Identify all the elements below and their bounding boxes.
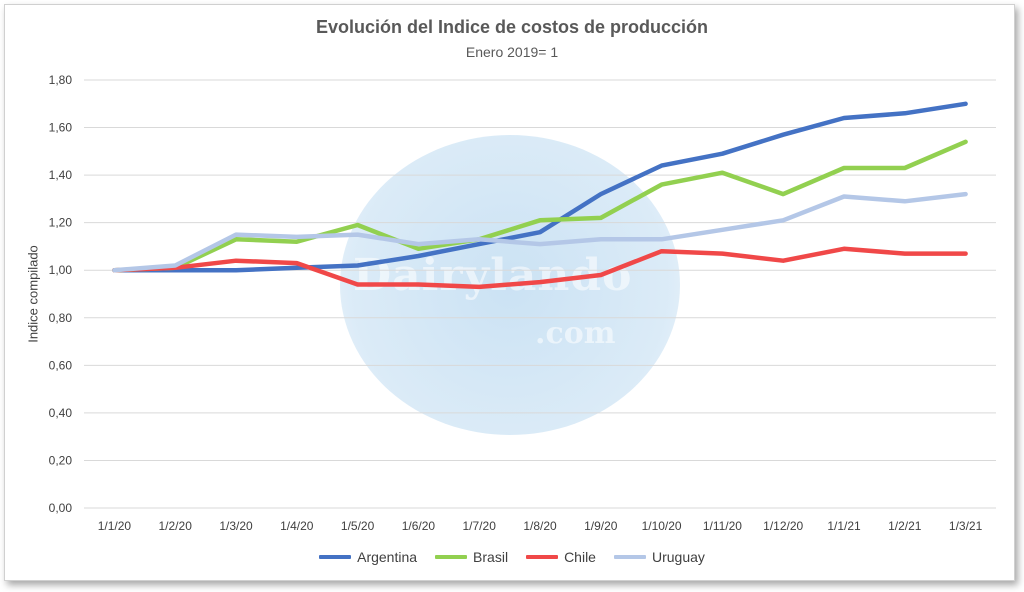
x-tick-label: 1/1/20	[98, 519, 132, 533]
y-tick-label: 0,00	[49, 501, 73, 515]
legend-item-brasil: Brasil	[435, 549, 508, 565]
y-tick-label: 0,60	[49, 358, 73, 372]
x-tick-label: 1/1/21	[827, 519, 861, 533]
x-tick-labels: 1/1/20 1/2/20 1/3/20 1/4/20 1/5/20 1/6/20 1/7/…	[98, 519, 983, 533]
series-line-uruguay	[112, 191, 968, 273]
chart-frame	[4, 4, 1015, 581]
legend-item-chile: Chile	[526, 549, 596, 565]
y-tick-label: 0,20	[49, 453, 73, 467]
legend-label: Uruguay	[651, 549, 705, 565]
series-line-argentina	[112, 101, 968, 273]
y-tick-label: 1,00	[49, 263, 73, 277]
x-tick-label: 1/4/20	[280, 519, 314, 533]
y-tick-label: 1,60	[49, 121, 73, 135]
legend-label: Brasil	[473, 549, 509, 565]
legend-swatch	[319, 555, 352, 559]
y-tick-label: 0,40	[49, 406, 73, 420]
series-line-brasil	[112, 139, 968, 273]
x-tick-label: 1/6/20	[402, 519, 436, 533]
y-tick-label: 1,80	[49, 73, 73, 87]
legend-label: Argentina	[357, 549, 418, 565]
series-line-chile	[112, 246, 968, 290]
watermark-suffix: .com	[535, 316, 616, 351]
x-tick-label: 1/3/21	[949, 519, 983, 533]
y-tick-labels: 0,00 0,20 0,40 0,60 0,80 1,00 1,20 1,40 1,60 1,80	[49, 73, 73, 515]
legend-swatch	[435, 555, 468, 559]
x-tick-label: 1/12/20	[763, 519, 803, 533]
x-tick-label: 1/7/20	[463, 519, 497, 533]
legend-swatch	[613, 555, 646, 559]
x-tick-label: 1/2/20	[159, 519, 193, 533]
x-tick-label: 1/3/20	[219, 519, 253, 533]
legend-item-argentina: Argentina	[319, 549, 417, 565]
legend: Argentina Brasil Chile Uruguay	[0, 549, 1024, 565]
y-tick-label: 1,40	[49, 168, 73, 182]
chart-title: Evolución del Indice de costos de produc…	[315, 17, 709, 37]
x-tick-label: 1/8/20	[523, 519, 557, 533]
legend-swatch	[526, 555, 559, 559]
x-tick-label: 1/5/20	[341, 519, 375, 533]
series-lines	[112, 101, 968, 290]
y-tick-label: 0,80	[49, 311, 73, 325]
x-tick-label: 1/9/20	[584, 519, 618, 533]
gridlines	[84, 79, 996, 509]
legend-item-uruguay: Uruguay	[613, 549, 705, 565]
x-tick-label: 1/2/21	[888, 519, 922, 533]
x-tick-label: 1/11/20	[703, 519, 742, 533]
legend-label: Chile	[564, 549, 596, 565]
x-tick-label: 1/10/20	[642, 519, 682, 533]
chart-subtitle: Enero 2019= 1	[465, 44, 559, 60]
y-tick-label: 1,20	[49, 216, 73, 230]
